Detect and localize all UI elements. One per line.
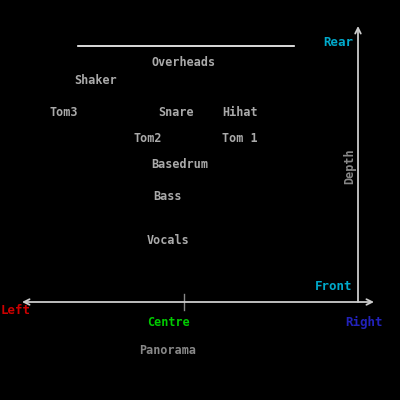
Text: Vocals: Vocals — [147, 234, 189, 246]
Text: Depth: Depth — [344, 148, 356, 184]
Text: Snare: Snare — [158, 106, 194, 118]
Text: Overheads: Overheads — [152, 56, 216, 68]
Text: Tom 1: Tom 1 — [222, 132, 258, 144]
Text: Shaker: Shaker — [75, 74, 117, 86]
Text: Panorama: Panorama — [140, 344, 196, 356]
Text: Tom3: Tom3 — [50, 106, 78, 118]
Text: Bass: Bass — [154, 190, 182, 202]
Text: Rear: Rear — [323, 36, 353, 48]
Text: Basedrum: Basedrum — [152, 158, 208, 170]
Text: Right: Right — [345, 316, 383, 328]
Text: Hihat: Hihat — [222, 106, 258, 118]
Text: Centre: Centre — [147, 316, 189, 328]
Text: Tom2: Tom2 — [134, 132, 162, 144]
Text: Left: Left — [1, 304, 31, 316]
Text: Front: Front — [315, 280, 353, 292]
